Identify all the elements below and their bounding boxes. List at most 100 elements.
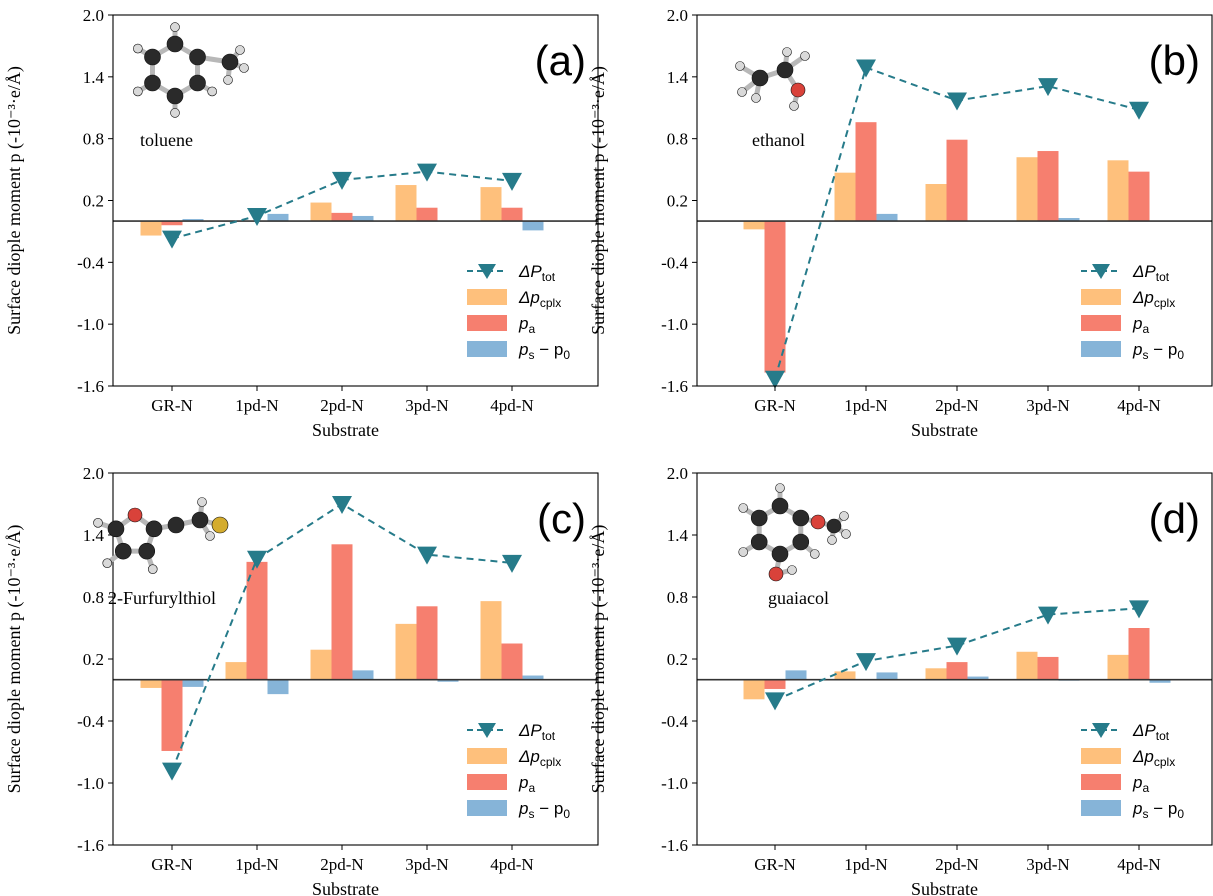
hydrogen-atom <box>235 45 245 55</box>
x-tick-label: 2pd-N <box>320 855 363 874</box>
hydrogen-atom <box>841 529 851 539</box>
y-tick-label: -1.6 <box>661 836 688 855</box>
x-tick-label: GR-N <box>151 396 193 415</box>
bar-ps-p0-GR-N <box>785 670 807 680</box>
bar-p-a-2pd-N <box>946 139 968 222</box>
bar-ps-p0-1pd-N <box>876 672 898 680</box>
bar-ps-p0-3pd-N <box>1058 218 1080 222</box>
legend-label-p-a: pa <box>1132 314 1149 336</box>
bar-dp-cplx-3pd-N <box>395 185 417 222</box>
bar-p-a-GR-N <box>764 679 786 689</box>
sulfur-atom <box>211 516 229 534</box>
molecule-name: 2-Furfurylthiol <box>108 588 216 608</box>
bar-p-a-GR-N <box>764 221 786 373</box>
y-tick-label: -1.0 <box>77 774 104 793</box>
hydrogen-atom <box>102 558 113 568</box>
total-marker-1pd-N <box>247 207 267 226</box>
hydrogen-atom <box>170 22 180 32</box>
total-marker-2pd-N <box>947 637 967 656</box>
bar-p-a-GR-N <box>161 221 183 226</box>
x-tick-label: 3pd-N <box>1026 855 1069 874</box>
y-tick-label: -1.0 <box>77 315 104 334</box>
legend-label-dP-tot: ΔPtot <box>1132 721 1170 743</box>
total-dipole-line <box>774 607 1140 702</box>
bar-ps-p0-4pd-N <box>522 675 544 680</box>
total-marker-2pd-N <box>947 92 967 111</box>
carbon-atom <box>145 520 163 538</box>
bar-dp-cplx-1pd-N <box>225 662 247 680</box>
chart-panel-c: 2.0 1.4 0.8 0.2 -0.4 -1.0 -1.6 GR-N 1pd-N 2pd-N 3p… <box>4 464 599 896</box>
hydrogen-atom <box>737 87 747 97</box>
y-axis-label: Surface diople moment p (-10⁻³·e/Å) <box>4 525 25 794</box>
bar-p-a-4pd-N <box>501 643 523 680</box>
total-dipole-line <box>774 66 1140 380</box>
total-marker-GR-N <box>765 370 785 389</box>
panel-label: (b) <box>1149 37 1200 84</box>
carbon-atom <box>751 69 769 87</box>
y-tick-label: -0.4 <box>661 253 688 272</box>
oxygen-atom <box>127 507 143 523</box>
hydrogen-atom <box>738 503 749 513</box>
carbon-atom <box>750 509 768 527</box>
legend-triangle-marker <box>478 264 496 279</box>
bar-dp-cplx-GR-N <box>140 679 162 688</box>
bar-p-a-4pd-N <box>501 207 523 222</box>
hydrogen-atom <box>205 531 215 541</box>
legend-label-p-a: pa <box>518 773 535 795</box>
legend: ΔPtot Δpcplx pa ps − p0 <box>467 262 570 362</box>
bar-dp-cplx-2pd-N <box>925 668 947 680</box>
y-tick-label: 2.0 <box>83 6 104 25</box>
chart-panel-d: 2.0 1.4 0.8 0.2 -0.4 -1.0 -1.6 GR-N 1pd-N 2pd-N 3p… <box>588 464 1213 896</box>
y-tick-label: -1.0 <box>661 774 688 793</box>
y-tick-label: -1.6 <box>77 377 104 396</box>
chart-panel-a: 2.0 1.4 0.8 0.2 -0.4 -1.0 -1.6 GR-N 1pd-N 2pd-N 3p… <box>4 6 599 440</box>
molecule-name: guaiacol <box>768 588 829 608</box>
carbon-atom <box>191 511 209 529</box>
legend-bar-swatch <box>467 341 507 357</box>
total-marker-GR-N <box>162 230 182 249</box>
x-axis-label: Substrate <box>312 879 379 896</box>
total-marker-3pd-N <box>1038 606 1058 625</box>
hydrogen-atom <box>789 101 799 111</box>
hydrogen-atom <box>839 511 849 521</box>
y-axis-label: Surface diople moment p (-10⁻³·e/Å) <box>588 525 609 794</box>
bar-p-a-4pd-N <box>1128 628 1150 680</box>
bar-p-a-2pd-N <box>331 212 353 222</box>
hydrogen-atom <box>827 535 837 545</box>
y-tick-label: -1.0 <box>661 315 688 334</box>
legend-label-dP-tot: ΔPtot <box>1132 262 1170 284</box>
legend-label-p-a: pa <box>518 314 535 336</box>
bar-dp-cplx-2pd-N <box>925 184 947 222</box>
legend-bar-swatch <box>467 748 507 764</box>
bar-dp-cplx-GR-N <box>140 221 162 236</box>
bar-dp-cplx-4pd-N <box>1107 160 1129 222</box>
bar-dp-cplx-4pd-N <box>1107 654 1129 680</box>
legend: ΔPtot Δpcplx pa ps − p0 <box>1081 262 1184 362</box>
hydrogen-atom <box>735 61 745 71</box>
bar-ps-p0-2pd-N <box>352 215 374 222</box>
y-tick-label: -0.4 <box>77 712 104 731</box>
bar-dp-cplx-2pd-N <box>310 202 332 222</box>
plot-frame <box>696 14 1213 387</box>
x-tick-label: 4pd-N <box>490 396 533 415</box>
y-tick-label: -1.6 <box>661 377 688 396</box>
legend-label-ps-p0: ps − p0 <box>518 799 570 821</box>
x-tick-label: 1pd-N <box>235 396 278 415</box>
bar-p-a-1pd-N <box>246 561 268 680</box>
y-axis-label: Surface diople moment p (-10⁻³·e/Å) <box>588 66 609 335</box>
legend-bar-swatch <box>467 315 507 331</box>
y-tick-label: -0.4 <box>77 253 104 272</box>
oxygen-atom <box>810 514 826 530</box>
total-marker-3pd-N <box>417 163 437 182</box>
bar-p-a-2pd-N <box>946 662 968 680</box>
carbon-atom <box>138 542 156 560</box>
legend-label-ps-p0: ps − p0 <box>518 340 570 362</box>
carbon-atom <box>144 48 161 66</box>
carbon-atom <box>189 74 206 92</box>
total-marker-3pd-N <box>417 546 437 565</box>
legend-bar-swatch <box>1081 774 1121 790</box>
legend-label-ps-p0: ps − p0 <box>1132 799 1184 821</box>
bar-dp-cplx-3pd-N <box>1016 157 1038 222</box>
legend-label-dP-tot: ΔPtot <box>518 262 556 284</box>
hydrogen-atom <box>787 565 797 575</box>
